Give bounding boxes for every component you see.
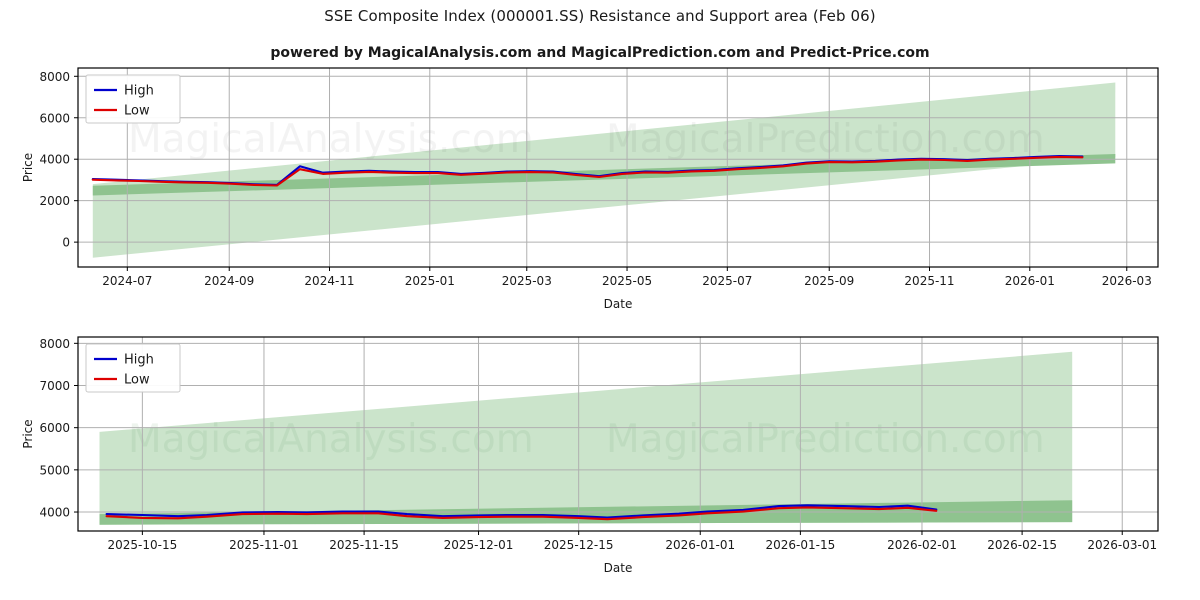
x-tick-label: 2025-12-15 [544,538,614,552]
plot-area-zoomed: MagicalAnalysis.com MagicalPrediction.com [78,337,1158,531]
series-line-high [105,504,938,519]
y-tick-label: 6000 [39,111,70,125]
x-tick-label: 2026-03-01 [1087,538,1157,552]
y-tick-label: 8000 [39,70,70,84]
x-tick-label: 2025-05 [602,274,652,288]
watermark-left: MagicalAnalysis.com [128,417,534,462]
series-line-low [91,155,1084,187]
x-axis-label: Date [604,561,633,575]
legend-label-low: Low [124,104,150,119]
x-tick-label: 2025-07 [702,274,752,288]
plot-border [77,336,1159,532]
x-tick-label: 2025-03 [502,274,552,288]
x-tick-label: 2025-09 [804,274,854,288]
x-tick-label: 2025-11 [904,274,954,288]
x-tick-label: 2025-11-15 [329,538,399,552]
y-tick-label: 4000 [39,506,70,520]
x-tick-label: 2024-09 [204,274,254,288]
x-tick-label: 2024-07 [102,274,152,288]
watermark-right: MagicalPrediction.com [606,417,1045,462]
legend-label-high: High [124,84,154,99]
x-tick-label: 2026-02-01 [887,538,957,552]
y-axis-label: Price [21,419,35,448]
y-tick-label: 4000 [39,153,70,167]
plot-area-overview: MagicalAnalysis.com MagicalPrediction.com [78,68,1158,267]
y-axis-label: Price [21,153,35,182]
x-tick-label: 2025-10-15 [107,538,177,552]
legend-label-low: Low [124,373,150,388]
y-tick-label: 8000 [39,337,70,351]
plot-border [77,67,1159,268]
y-tick-label: 0 [62,236,70,250]
x-tick-label: 2026-03 [1102,274,1152,288]
axes-overview: MagicalAnalysis.com MagicalPrediction.com… [21,67,1159,311]
x-tick-label: 2026-01-01 [665,538,735,552]
watermark-right: MagicalPrediction.com [606,117,1045,162]
x-axis-label: Date [604,297,633,311]
series-line-low [105,506,938,521]
page-subtitle: powered by MagicalAnalysis.com and Magic… [270,45,930,61]
x-tick-label: 2026-01 [1005,274,1055,288]
y-tick-label: 7000 [39,379,70,393]
legend-zoomed: High Low [85,343,181,393]
y-tick-label: 5000 [39,463,70,477]
legend-label-high: High [124,353,154,368]
x-tick-label: 2025-11-01 [229,538,299,552]
x-tick-label: 2026-02-15 [987,538,1057,552]
x-tick-label: 2026-01-15 [766,538,836,552]
page-title: SSE Composite Index (000001.SS) Resistan… [324,7,876,25]
x-tick-label: 2024-11 [304,274,354,288]
y-tick-label: 2000 [39,194,70,208]
watermark-left: MagicalAnalysis.com [128,117,534,162]
band-outer-resistance-support [99,351,1073,525]
x-tick-label: 2025-12-01 [444,538,514,552]
y-tick-label: 6000 [39,421,70,435]
x-tick-label: 2025-01 [405,274,455,288]
legend-overview: High Low [85,74,181,124]
axes-zoomed: MagicalAnalysis.com MagicalPrediction.com… [21,336,1159,575]
